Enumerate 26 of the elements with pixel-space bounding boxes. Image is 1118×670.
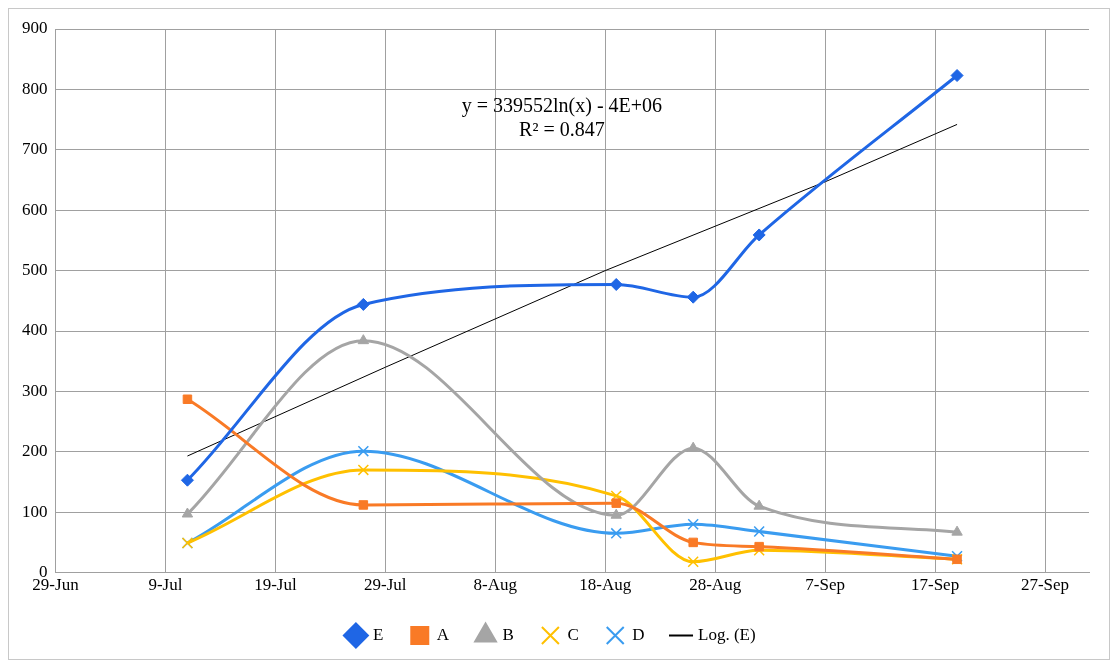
legend-label: D [632,624,645,644]
x-tick-label: 27-Sep [1020,575,1070,595]
y-tick-label: 600 [22,199,48,219]
legend-label: E [372,624,384,644]
y-tick-label: 100 [22,501,48,521]
legend-label: C [567,624,579,644]
y-tick-label: 300 [22,380,48,400]
legend-label: B [502,624,514,644]
x-tick-label: 28-Aug [689,575,742,595]
x-tick-label: 29-Jul [364,575,407,595]
x-tick-label: 19-Jul [254,575,297,595]
x-tick-label: 8-Aug [473,575,518,595]
y-tick-label: 800 [22,78,48,98]
x-tick-label: 18-Aug [579,575,632,595]
annotation: y = 339552ln(x) - 4E+06 [461,94,663,118]
x-tick-label: 9-Jul [148,575,183,595]
y-tick-label: 200 [22,441,48,461]
legend-label: Log. (E) [698,624,756,644]
x-tick-label: 7-Sep [805,575,845,595]
y-tick-label: 900 [22,18,48,38]
y-tick-label: 500 [22,260,48,280]
y-tick-label: 700 [22,139,48,159]
x-tick-label: 17-Sep [910,575,960,595]
legend-label: A [436,624,450,644]
annotation: R² = 0.847 [519,118,605,141]
y-tick-label: 400 [22,320,48,340]
